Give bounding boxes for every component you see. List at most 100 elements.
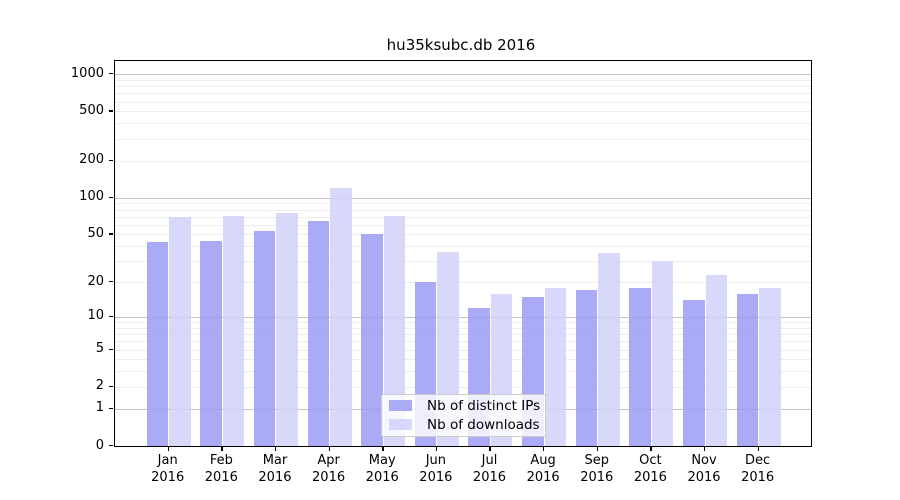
- minor-gridline: [114, 203, 811, 205]
- y-tick-label: 20: [87, 273, 104, 289]
- x-tick-mark: [489, 446, 491, 451]
- bar-distinct-ips: [361, 234, 383, 446]
- y-tick-mark: [109, 407, 113, 409]
- y-tick-label: 5: [95, 341, 104, 357]
- legend-label-distinct-ips: Nb of distinct IPs: [427, 397, 541, 414]
- minor-gridline: [114, 359, 811, 361]
- minor-gridline: [114, 111, 811, 113]
- x-tick-mark: [221, 446, 223, 451]
- y-tick-label: 50: [87, 225, 104, 241]
- minor-gridline: [114, 341, 811, 343]
- legend-label-downloads: Nb of downloads: [427, 416, 540, 433]
- minor-gridline: [114, 224, 811, 226]
- bar-downloads: [651, 261, 674, 446]
- bar-distinct-ips: [575, 290, 598, 446]
- y-tick-mark: [109, 315, 113, 318]
- y-tick-label: 1: [95, 400, 104, 416]
- x-tick-mark: [167, 446, 169, 451]
- bar-downloads: [598, 253, 620, 446]
- x-tick-label: Nov 2016: [687, 453, 721, 485]
- y-tick-mark: [109, 233, 113, 235]
- bar-downloads: [383, 215, 406, 446]
- x-tick-label: Sep 2016: [580, 453, 614, 485]
- bar-distinct-ips: [629, 287, 651, 446]
- y-tick-label: 100: [79, 189, 104, 205]
- y-tick-mark: [109, 159, 113, 161]
- x-tick-label: May 2016: [365, 453, 399, 485]
- y-tick-mark: [109, 385, 113, 388]
- x-tick-mark: [650, 446, 652, 451]
- x-tick-mark: [328, 446, 330, 451]
- minor-gridline: [114, 93, 811, 95]
- major-gridline: [114, 197, 811, 199]
- minor-gridline: [114, 282, 811, 284]
- bar-downloads: [169, 216, 191, 446]
- x-tick-label: Aug 2016: [526, 453, 560, 485]
- bar-distinct-ips: [307, 220, 330, 446]
- x-tick-label: Jul 2016: [472, 453, 507, 485]
- chart-title: hu35ksubc.db 2016: [386, 36, 536, 54]
- minor-gridline: [114, 327, 811, 329]
- minor-gridline: [114, 261, 811, 263]
- minor-gridline: [114, 209, 811, 211]
- x-tick-label: Feb 2016: [204, 453, 238, 485]
- major-gridline: [114, 316, 811, 318]
- x-tick-mark: [543, 446, 545, 451]
- x-tick-label: Dec 2016: [741, 453, 775, 485]
- y-tick-label: 200: [79, 152, 104, 168]
- bar-distinct-ips: [683, 300, 705, 446]
- minor-gridline: [114, 349, 811, 351]
- minor-gridline: [114, 371, 811, 373]
- x-tick-label: Mar 2016: [258, 453, 292, 485]
- y-tick-mark: [109, 281, 113, 283]
- bar-distinct-ips: [736, 293, 759, 446]
- x-tick-mark: [274, 446, 277, 451]
- minor-gridline: [114, 160, 811, 162]
- minor-gridline: [114, 246, 811, 248]
- x-tick-label: Oct 2016: [633, 453, 667, 485]
- legend-row-distinct-ips: Nb of distinct IPs: [382, 398, 545, 414]
- minor-gridline: [114, 86, 811, 88]
- bar-distinct-ips: [253, 231, 276, 446]
- minor-gridline: [114, 334, 811, 336]
- legend-row-downloads: Nb of downloads: [382, 417, 545, 433]
- legend: Nb of distinct IPs Nb of downloads: [381, 393, 546, 437]
- x-tick-label: Jan 2016: [151, 453, 185, 485]
- y-tick-mark: [109, 445, 113, 447]
- x-tick-label: Jun 2016: [419, 453, 453, 485]
- minor-gridline: [114, 386, 811, 388]
- bar-downloads: [276, 212, 298, 446]
- y-tick-mark: [109, 196, 113, 198]
- x-tick-mark: [704, 446, 706, 451]
- x-tick-mark: [757, 446, 759, 451]
- minor-gridline: [114, 79, 811, 81]
- x-tick-label: Apr 2016: [312, 453, 346, 485]
- legend-swatch-downloads: [389, 419, 412, 430]
- y-tick-mark: [109, 73, 113, 75]
- plot-area: Nb of distinct IPs Nb of downloads: [113, 59, 812, 447]
- bar-distinct-ips: [146, 242, 169, 446]
- y-tick-label: 1000: [70, 65, 104, 81]
- y-tick-label: 500: [79, 102, 104, 118]
- minor-gridline: [114, 123, 811, 125]
- legend-swatch-distinct-ips: [389, 400, 412, 411]
- x-tick-mark: [382, 446, 384, 451]
- x-tick-mark: [435, 446, 438, 451]
- y-tick-mark: [109, 110, 113, 112]
- y-tick-label: 2: [95, 378, 104, 394]
- bar-distinct-ips: [200, 241, 222, 446]
- y-tick-label: 0: [95, 437, 104, 453]
- bar-downloads: [330, 187, 352, 446]
- major-gridline: [114, 74, 811, 76]
- minor-gridline: [114, 216, 811, 218]
- minor-gridline: [114, 322, 811, 324]
- y-tick-label: 10: [87, 308, 104, 324]
- minor-gridline: [114, 138, 811, 140]
- y-tick-mark: [109, 348, 113, 350]
- bar-downloads: [759, 287, 781, 446]
- bar-downloads: [705, 274, 727, 446]
- bar-downloads: [222, 215, 245, 446]
- minor-gridline: [114, 234, 811, 236]
- minor-gridline: [114, 101, 811, 103]
